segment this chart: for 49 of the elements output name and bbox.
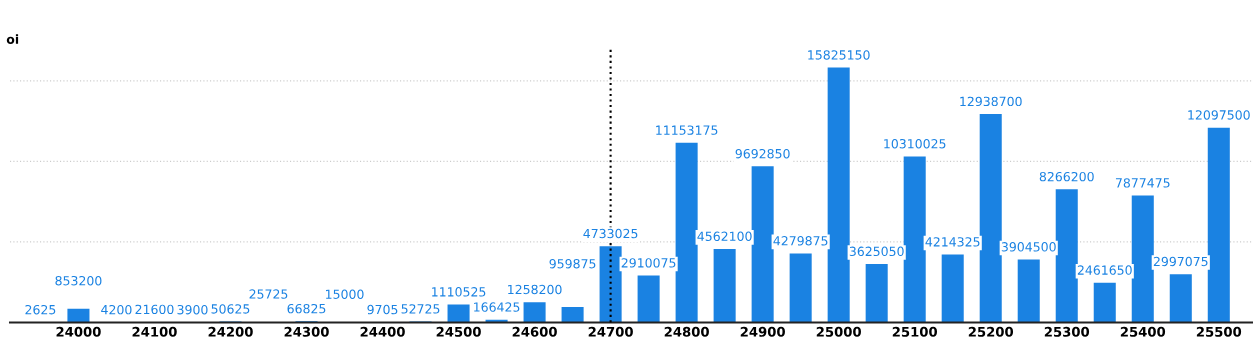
y-axis-title: oi (6, 34, 19, 44)
data-label: 4214325 (925, 237, 980, 247)
data-label: 2461650 (1077, 265, 1132, 275)
x-tick-label: 24200 (208, 326, 253, 337)
data-label: 12097500 (1188, 110, 1250, 120)
data-label: 10310025 (884, 138, 946, 149)
data-label: 2625 (25, 304, 56, 315)
x-tick-label: 25300 (1044, 326, 1090, 337)
data-label: 4200 (101, 304, 132, 315)
data-label: 8266200 (1039, 171, 1094, 182)
data-label: 52725 (401, 304, 440, 314)
data-label: 3900 (177, 304, 208, 315)
data-label: 166425 (474, 302, 520, 312)
x-tick-label: 25500 (1196, 326, 1242, 337)
data-label: 7877475 (1115, 178, 1170, 188)
data-label: 12938700 (960, 96, 1022, 107)
data-label: 1258200 (508, 284, 562, 295)
data-label: 3625050 (849, 246, 904, 257)
data-label: 9692850 (735, 148, 790, 159)
x-tick-label: 24300 (284, 326, 329, 337)
data-label: 1110525 (432, 287, 486, 297)
data-label: 4733025 (583, 228, 638, 239)
x-tick-label: 25400 (1120, 326, 1166, 337)
data-label: 853200 (55, 275, 102, 286)
data-label: 15825150 (808, 50, 870, 60)
x-tick-label: 25100 (892, 326, 938, 337)
x-tick-label: 24500 (436, 326, 481, 337)
x-tick-label: 25000 (816, 326, 861, 337)
data-label: 66825 (287, 303, 326, 314)
data-label: 50625 (211, 304, 250, 314)
data-label: 959875 (549, 258, 596, 269)
x-tick-label: 24800 (664, 326, 709, 337)
data-label: 25725 (249, 289, 288, 299)
data-label: 2997075 (1153, 256, 1208, 267)
data-label: 9705 (367, 304, 398, 315)
x-tick-label: 24400 (360, 326, 405, 337)
data-label: 21600 (135, 304, 174, 315)
data-label: 2910075 (621, 258, 676, 268)
x-tick-label: 25200 (968, 326, 1014, 337)
x-tick-label: 24100 (132, 326, 177, 337)
x-tick-label: 24700 (588, 326, 633, 337)
data-label: 4279875 (773, 236, 828, 246)
data-label: 4562100 (697, 231, 752, 241)
x-tick-label: 24900 (740, 326, 785, 337)
data-label: 15000 (326, 289, 364, 299)
x-tick-label: 24000 (56, 326, 101, 337)
data-label: 3904500 (1001, 242, 1056, 252)
x-tick-label: 24600 (512, 326, 557, 337)
data-label: 11153175 (656, 125, 718, 135)
